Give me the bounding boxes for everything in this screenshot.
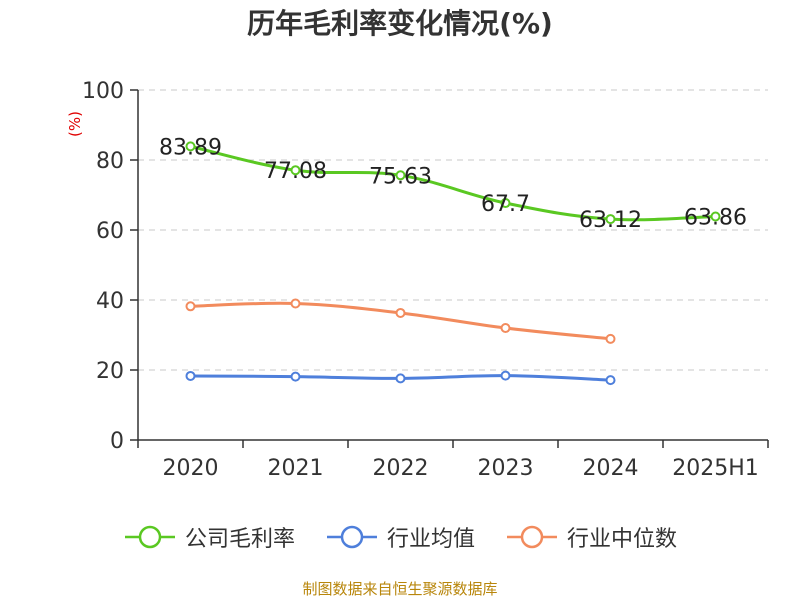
legend-item[interactable]: 公司毛利率 bbox=[123, 521, 295, 553]
legend-marker-icon bbox=[124, 525, 175, 549]
axes: 0 20 40 60 80 100 (%) 2020 2021 2022 2023 2024 2025H… bbox=[66, 79, 769, 481]
x-tick-label: 2020 bbox=[163, 456, 219, 481]
data-point bbox=[605, 333, 616, 344]
x-tick-label: 2023 bbox=[478, 456, 534, 481]
data-point bbox=[605, 375, 616, 386]
data-point bbox=[500, 323, 511, 333]
data-label: 77.08 bbox=[264, 159, 327, 184]
data-point bbox=[710, 211, 721, 222]
data-labels: 83.89 77.08 75.63 67.7 63.12 63.86 bbox=[159, 135, 747, 233]
data-label: 63.12 bbox=[579, 208, 642, 233]
y-axis-unit-label: (%) bbox=[66, 111, 84, 137]
legend: 公司毛利率 行业均值 行业中位数 bbox=[0, 519, 800, 555]
series-group bbox=[185, 141, 721, 386]
series-line bbox=[190, 144, 716, 222]
legend-label: 行业中位数 bbox=[567, 527, 678, 552]
chart-title: 历年毛利率变化情况(%) bbox=[247, 7, 553, 40]
y-tick-label: 40 bbox=[96, 289, 124, 314]
data-label: 67.7 bbox=[481, 192, 530, 217]
y-tick-label: 20 bbox=[96, 359, 124, 384]
data-point bbox=[395, 170, 406, 181]
legend-item[interactable]: 行业均值 bbox=[325, 521, 475, 553]
data-label: 83.89 bbox=[159, 135, 222, 160]
data-point bbox=[290, 298, 301, 309]
legend-marker-icon bbox=[326, 525, 377, 549]
data-point bbox=[395, 373, 406, 384]
legend-marker-icon bbox=[507, 525, 557, 549]
x-tick-label: 2024 bbox=[583, 456, 639, 481]
data-label: 63.86 bbox=[684, 205, 747, 230]
source-note: 制图数据来自恒生聚源数据库 bbox=[302, 580, 498, 598]
legend-label: 公司毛利率 bbox=[184, 527, 295, 552]
data-label: 75.63 bbox=[369, 164, 432, 189]
data-point bbox=[290, 371, 301, 382]
data-point bbox=[185, 301, 196, 312]
y-tick-label: 60 bbox=[96, 219, 124, 244]
legend-label: 行业均值 bbox=[386, 527, 475, 552]
legend-item[interactable]: 行业中位数 bbox=[505, 521, 677, 553]
data-point bbox=[605, 214, 616, 225]
y-tick-label: 80 bbox=[96, 149, 124, 174]
data-point bbox=[290, 165, 301, 176]
x-tick-label: 2022 bbox=[373, 456, 429, 481]
gridlines bbox=[138, 89, 768, 371]
y-tick-label: 0 bbox=[110, 429, 124, 454]
x-tick-label: 2025H1 bbox=[672, 456, 759, 481]
x-tick-label: 2021 bbox=[268, 456, 324, 481]
y-tick-label: 100 bbox=[82, 79, 124, 104]
data-point bbox=[395, 307, 406, 318]
data-point bbox=[185, 370, 196, 381]
data-point bbox=[500, 370, 511, 381]
data-point bbox=[500, 198, 511, 209]
data-point bbox=[185, 141, 196, 152]
